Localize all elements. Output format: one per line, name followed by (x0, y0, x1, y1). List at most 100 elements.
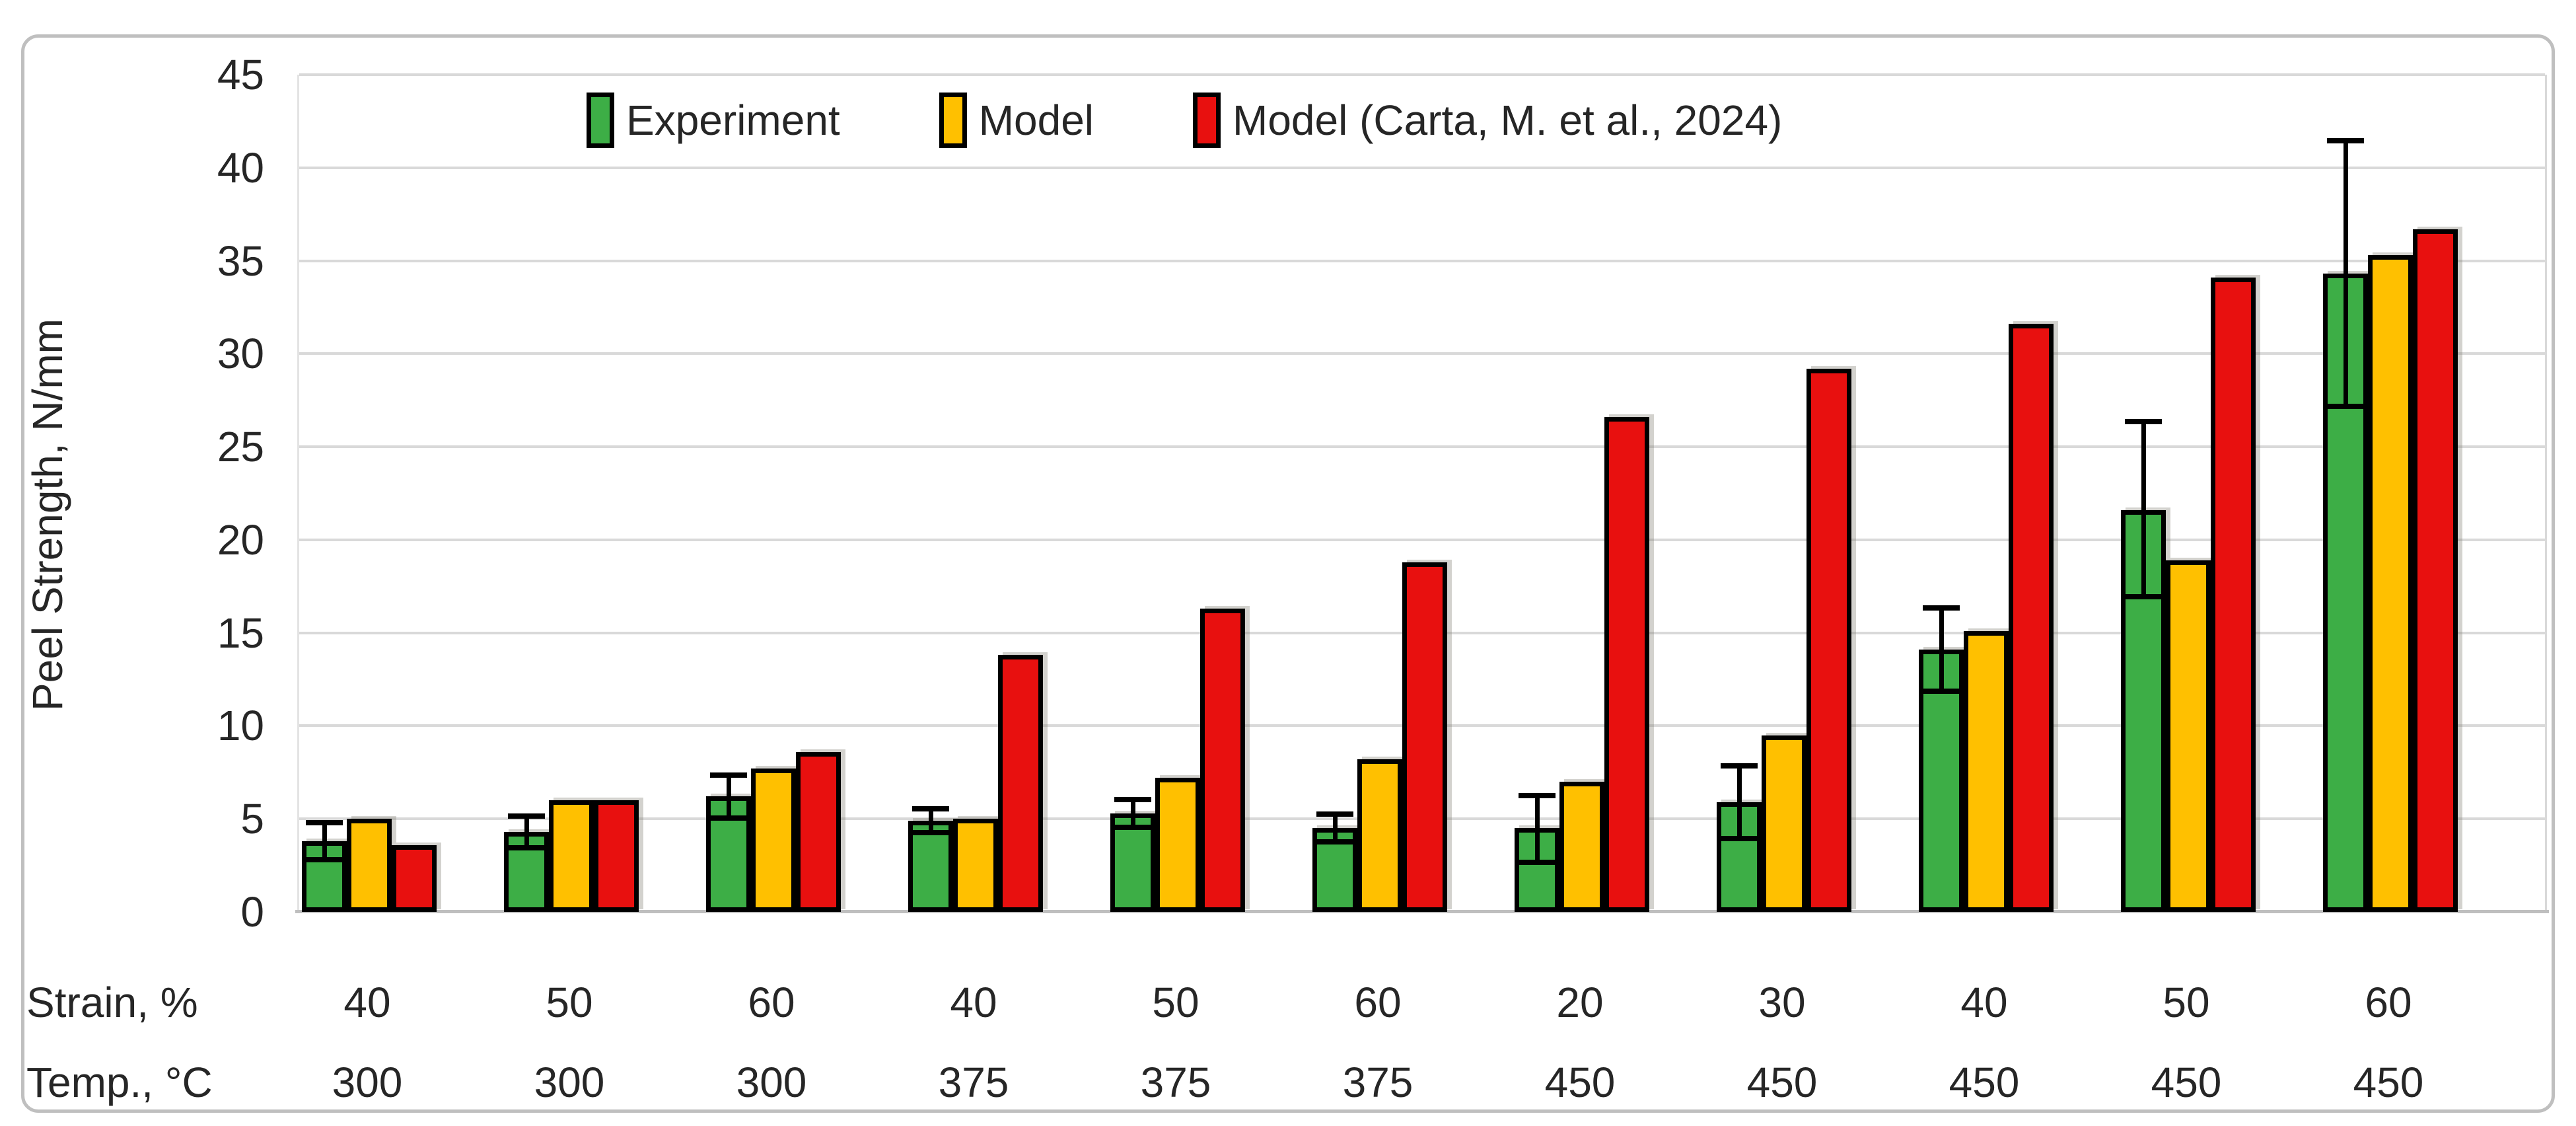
bar-model-carta-m-et-al-2024-6 (1604, 417, 1649, 912)
error-bar-1 (524, 819, 529, 845)
legend: Experiment Model Model (Carta, M. et al.… (587, 91, 1782, 149)
error-bar-5 (1332, 817, 1338, 840)
error-bar-cap-bottom-3 (912, 830, 949, 836)
legend-label: Model (Carta, M. et al., 2024) (1233, 96, 1783, 144)
x-label-temp-3: 375 (938, 1059, 1009, 1106)
x-label-strain-8: 40 (1960, 979, 2008, 1026)
error-bar-cap-bottom-2 (710, 815, 747, 821)
bar-model-5 (1357, 759, 1402, 912)
error-bar-cap-top-6 (1519, 793, 1556, 799)
gridline-25 (299, 445, 2545, 449)
x-label-temp-1: 300 (534, 1059, 605, 1106)
x-label-strain-0: 40 (343, 979, 391, 1026)
error-bar-cap-top-7 (1721, 763, 1758, 769)
gridline-45 (299, 73, 2545, 76)
bar-model-carta-m-et-al-2024-10 (2413, 229, 2458, 912)
x-label-temp-5: 375 (1342, 1059, 1413, 1106)
error-bar-cap-bottom-6 (1519, 860, 1556, 866)
error-bar-cap-bottom-5 (1316, 839, 1353, 845)
y-tick-label-20: 20 (217, 515, 264, 564)
x-label-strain-10: 60 (2365, 979, 2412, 1026)
x-label-strain-9: 50 (2163, 979, 2210, 1026)
y-tick-label-10: 10 (217, 702, 264, 750)
x-label-temp-9: 450 (2151, 1059, 2222, 1106)
gridline-40 (299, 166, 2545, 169)
x-label-temp-2: 300 (736, 1059, 807, 1106)
y-tick-label-5: 5 (240, 795, 264, 843)
bar-experiment-3 (908, 821, 953, 912)
y-tick-label-15: 15 (217, 609, 264, 657)
error-bar-cap-bottom-10 (2327, 404, 2364, 410)
bar-model-carta-m-et-al-2024-8 (2009, 324, 2054, 912)
bar-model-2 (751, 769, 796, 912)
error-bar-3 (928, 811, 933, 831)
error-bar-cap-bottom-0 (306, 856, 343, 862)
error-bar-cap-bottom-1 (508, 845, 545, 850)
error-bar-cap-bottom-8 (1923, 689, 1960, 694)
y-tick-label-0: 0 (240, 888, 264, 936)
error-bar-cap-top-2 (710, 772, 747, 778)
error-bar-0 (322, 825, 327, 857)
legend-label: Model (978, 96, 1094, 144)
y-tick-label-30: 30 (217, 330, 264, 378)
x-axis-row2-header: Temp., °C (26, 1059, 213, 1106)
error-bar-9 (2141, 424, 2146, 594)
legend-label: Experiment (626, 96, 840, 144)
error-bar-cap-top-8 (1923, 605, 1960, 611)
x-label-strain-7: 30 (1758, 979, 1806, 1026)
bar-model-carta-m-et-al-2024-5 (1402, 562, 1447, 912)
bar-model-carta-m-et-al-2024-7 (1807, 369, 1851, 912)
legend-swatch-model-carta (1193, 93, 1221, 148)
y-tick-label-35: 35 (217, 237, 264, 285)
legend-item-model-carta: Model (Carta, M. et al., 2024) (1193, 91, 1782, 149)
error-bar-cap-top-1 (508, 813, 545, 819)
error-bar-2 (726, 778, 731, 815)
bar-model-carta-m-et-al-2024-0 (392, 845, 437, 912)
gridline-30 (299, 352, 2545, 356)
bar-model-6 (1559, 782, 1604, 912)
error-bar-cap-bottom-9 (2125, 593, 2162, 599)
y-axis-title: Peel Strength, N/mm (24, 319, 71, 711)
x-label-temp-0: 300 (332, 1059, 403, 1106)
gridline-35 (299, 259, 2545, 262)
error-bar-cap-top-3 (912, 806, 949, 811)
bar-model-8 (1964, 631, 2009, 912)
bar-model-9 (2166, 560, 2211, 912)
error-bar-cap-top-5 (1316, 811, 1353, 817)
x-label-strain-1: 50 (546, 979, 593, 1026)
error-bar-cap-top-10 (2327, 138, 2364, 144)
x-label-temp-4: 375 (1140, 1059, 1211, 1106)
x-label-strain-2: 60 (748, 979, 795, 1026)
plot-area (295, 73, 2549, 913)
x-label-strain-5: 60 (1354, 979, 1402, 1026)
x-label-temp-6: 450 (1544, 1059, 1616, 1106)
error-bar-cap-top-0 (306, 820, 343, 826)
y-tick-label-40: 40 (217, 143, 264, 192)
bar-model-carta-m-et-al-2024-1 (594, 800, 639, 912)
x-label-temp-8: 450 (1949, 1059, 2020, 1106)
bar-model-carta-m-et-al-2024-4 (1200, 609, 1245, 912)
x-label-strain-3: 40 (950, 979, 997, 1026)
bar-model-0 (347, 819, 392, 912)
bar-experiment-4 (1110, 813, 1155, 912)
bar-model-10 (2368, 255, 2413, 912)
bar-model-4 (1155, 778, 1200, 912)
y-tick-label-25: 25 (217, 423, 264, 471)
error-bar-7 (1736, 769, 1742, 836)
bar-experiment-9 (2121, 510, 2166, 912)
bar-model-3 (953, 819, 998, 912)
error-bar-cap-bottom-4 (1114, 824, 1151, 830)
x-label-temp-10: 450 (2353, 1059, 2424, 1106)
legend-item-experiment: Experiment (587, 91, 840, 149)
error-bar-8 (1939, 610, 1944, 689)
x-label-strain-6: 20 (1556, 979, 1604, 1026)
x-label-strain-4: 50 (1152, 979, 1199, 1026)
legend-swatch-experiment (587, 93, 614, 148)
bar-model-carta-m-et-al-2024-2 (796, 752, 841, 912)
bar-model-7 (1762, 735, 1807, 912)
bar-model-1 (549, 800, 594, 912)
y-tick-label-45: 45 (217, 51, 264, 98)
error-bar-10 (2343, 143, 2348, 404)
bar-model-carta-m-et-al-2024-3 (998, 655, 1043, 912)
